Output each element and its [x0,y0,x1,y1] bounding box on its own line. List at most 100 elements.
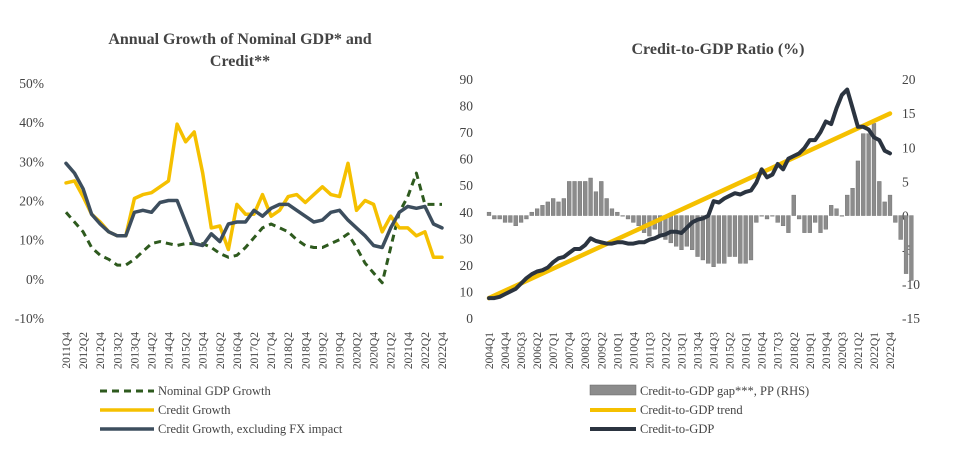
left-x-tick-label: 2022Q2 [420,332,432,369]
gap-bar [599,181,604,216]
gap-bar [513,215,518,227]
left-y-tick-label: 50% [19,76,44,91]
right-x-tick-label: 2009Q2 [596,332,608,369]
left-x-tick-label: 2016Q2 [215,332,227,369]
gap-bar [898,215,903,240]
left-x-tick-label: 2018Q4 [300,332,312,369]
gap-bar [529,211,534,216]
gap-bar [625,215,631,220]
gap-bar [700,215,705,261]
legend-swatch-gap [589,384,637,396]
gap-bar [861,133,866,216]
gap-bar [583,181,588,216]
right-chart-title: Credit-to-GDP Ratio (%) [632,41,805,58]
right-chart-right-y-tick: 5 [902,174,909,189]
gap-bar [818,215,823,233]
left-x-tick-label: 2015Q4 [198,332,210,369]
gap-bar [780,215,786,227]
gap-bar [882,201,887,216]
right-chart-right-y-tick: 15 [902,106,916,121]
gap-bar [909,215,914,281]
gap-bar [567,181,572,216]
left-x-tick-label: 2020Q4 [369,332,381,369]
gap-bar [636,215,641,227]
gap-bar [738,215,743,264]
gap-bar [540,205,545,216]
gap-bar [561,198,566,216]
gap-bar [866,133,871,216]
gap-bar [572,181,577,216]
left-y-tick-label: -10% [15,311,44,326]
left-x-tick-label: 2016Q4 [232,332,244,369]
left-chart: -10% 0% 10% 20% 30% 40% 50% 2011Q4 2012Q2 2012Q4 2… [15,76,449,369]
gap-bar [786,215,791,233]
right-x-tick-label: 2013Q4 [693,332,705,369]
gap-bar [754,215,759,223]
gap-bar [855,160,861,216]
gap-bar [764,215,770,220]
right-chart-left-y-tick: 90 [460,72,474,87]
right-chart-right-y-tick: -15 [902,311,920,326]
left-legend: Nominal GDP Growth Credit Growth Credit … [100,384,343,436]
gap-bar [556,201,561,216]
right-chart-left-y-tick: 60 [460,152,474,167]
right-chart-left-y-tick: 50 [460,178,474,193]
right-x-tick-label: 2010Q4 [628,332,640,369]
right-chart-left-y-tick: 40 [460,205,474,220]
right-chart: 0102030405060708090-15-10-5051015202004Q… [460,72,921,369]
gap-bar [807,215,812,233]
right-chart-right-y-tick: -10 [902,277,920,292]
gap-bar [524,215,529,220]
right-x-tick-label: 2007Q1 [548,332,560,369]
left-x-tick-label: 2019Q2 [317,332,329,369]
right-x-tick-label: 2022Q4 [885,332,897,369]
left-x-tick-label: 2013Q2 [112,332,124,369]
gap-bar [796,215,802,220]
left-x-tick-label: 2021Q2 [386,332,398,369]
right-x-tick-label: 2021Q2 [853,332,865,369]
gap-bar [690,215,695,250]
gap-bar [775,215,780,223]
ratio-line [487,87,892,301]
gap-bar [535,208,540,216]
gap-bar [813,215,818,223]
right-x-tick-label: 2015Q2 [725,332,737,369]
right-x-tick-label: 2006Q2 [532,332,544,369]
right-x-tick-label: 2013Q1 [676,332,688,369]
gap-bar [732,215,738,257]
left-series-line-0 [64,171,442,285]
left-x-tick-label: 2012Q2 [78,332,90,369]
left-x-tick-label: 2021Q4 [403,332,415,369]
gap-bar [727,215,732,257]
right-x-tick-label: 2014Q3 [709,332,721,369]
legend-label-trend: Credit-to-GDP trend [640,403,743,417]
gap-bar [829,205,834,216]
gap-bar [492,215,497,220]
left-x-tick-label: 2013Q4 [129,332,141,369]
gap-bar [615,211,620,216]
right-chart-right-y-tick: 10 [902,140,916,155]
right-x-tick-label: 2004Q4 [500,332,512,369]
gap-bar [845,194,850,216]
gap-bar [593,191,599,216]
right-x-tick-label: 2011Q3 [644,332,656,369]
gap-bar [545,201,550,216]
gap-bar [893,215,898,223]
left-x-tick-label: 2012Q4 [95,332,107,369]
gap-bar [497,215,502,220]
left-y-tick-label: 10% [19,233,44,248]
left-y-tick-label: 30% [19,154,44,169]
left-x-tick-label: 2018Q2 [283,332,295,369]
left-x-tick-label: 2011Q4 [61,332,73,369]
gap-bar [716,215,722,264]
right-x-tick-label: 2019Q4 [821,332,833,369]
gap-bar [711,215,716,267]
right-chart-left-y-tick: 80 [460,99,474,114]
gap-bar [834,208,839,216]
right-x-tick-label: 2004Q1 [484,332,496,369]
right-chart-left-y-tick: 70 [460,125,474,140]
right-legend: Credit-to-GDP gap***, PP (RHS) Credit-to… [589,384,809,436]
left-chart-title-line1: Annual Growth of Nominal GDP* and [108,31,371,48]
gap-bar [508,215,513,223]
gap-bar [668,215,673,244]
